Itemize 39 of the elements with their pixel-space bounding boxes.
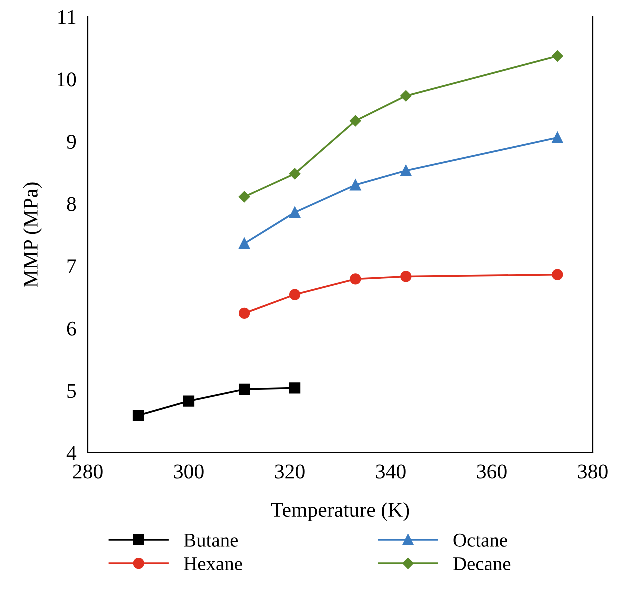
point <box>238 191 250 203</box>
x-tick-label: 340 <box>376 464 406 479</box>
point <box>238 238 250 250</box>
point <box>238 308 250 320</box>
point <box>183 396 195 407</box>
legend-label: Butane <box>184 534 238 547</box>
y-axis-title: MMP (MPa) <box>23 182 42 288</box>
x-tick-label: 380 <box>578 464 608 479</box>
y-tick-label: 4 <box>66 446 77 460</box>
point <box>289 289 301 300</box>
x-tick-label: 320 <box>275 464 305 479</box>
y-tick-label: 9 <box>67 135 76 150</box>
point <box>400 165 412 176</box>
y-tick-label: 11 <box>58 10 76 24</box>
point <box>552 50 564 62</box>
point <box>238 384 250 396</box>
point <box>289 168 301 180</box>
y-tick-label: 7 <box>68 260 76 274</box>
x-tick-label: 280 <box>73 464 103 479</box>
point <box>132 410 144 422</box>
legend-label: Hexane <box>184 558 242 571</box>
x-axis-title: Temperature (K) <box>271 502 410 522</box>
point <box>400 271 412 282</box>
legend-label: Octane <box>454 534 508 547</box>
y-tick-label: 10 <box>58 72 76 87</box>
point <box>552 132 564 144</box>
point <box>350 115 362 127</box>
x-tick-label: 360 <box>477 464 507 479</box>
y-tick-label: 6 <box>67 322 76 336</box>
point <box>289 207 301 218</box>
legend-label: Decane <box>454 558 511 571</box>
y-tick-label: 5 <box>68 384 76 398</box>
point <box>289 382 301 394</box>
point <box>350 180 362 191</box>
point <box>400 90 412 102</box>
point <box>552 269 564 280</box>
y-tick-label: 8 <box>67 197 76 212</box>
x-tick-label: 300 <box>174 464 204 479</box>
point <box>350 274 362 285</box>
